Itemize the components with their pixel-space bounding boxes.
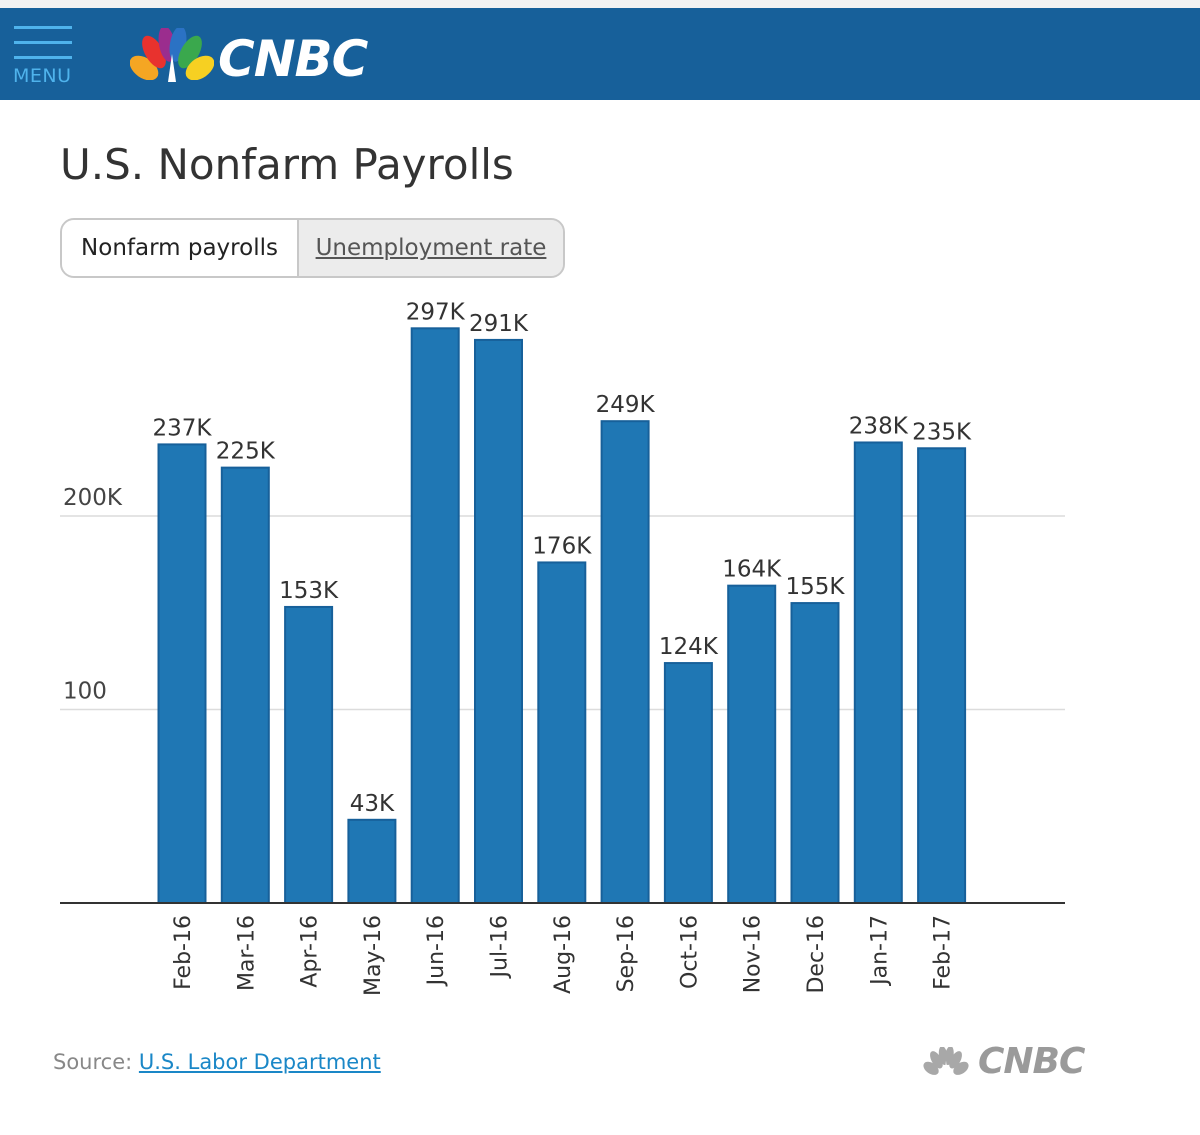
- source-credit: Source: U.S. Labor Department: [53, 1050, 381, 1074]
- peacock-icon: [130, 28, 214, 88]
- footer-peacock-icon: [923, 1047, 969, 1078]
- data-label: 225K: [216, 439, 276, 465]
- data-label: 176K: [532, 533, 592, 559]
- bar: [347, 818, 397, 904]
- data-label: 153K: [279, 578, 339, 604]
- footer-brand-wordmark: CNBC: [978, 1041, 1085, 1082]
- data-label: 291K: [469, 311, 529, 337]
- data-label: 249K: [596, 392, 656, 418]
- x-tick-label: Sep-16: [614, 915, 639, 992]
- hamburger-icon: [14, 26, 72, 29]
- source-prefix: Source:: [53, 1050, 133, 1074]
- brand-wordmark: CNBC: [218, 30, 368, 88]
- x-tick-label: Jun-16: [424, 915, 449, 987]
- x-tick-label: Nov-16: [741, 915, 766, 993]
- x-tick-label: Feb-17: [931, 915, 956, 990]
- hamburger-icon-line: [14, 56, 72, 59]
- bar: [600, 420, 650, 904]
- data-label: 124K: [659, 634, 719, 660]
- bar: [474, 338, 523, 905]
- bar: [410, 327, 460, 905]
- y-tick-label: 100: [63, 679, 107, 705]
- bar: [663, 662, 713, 904]
- data-label: 43K: [350, 791, 395, 817]
- x-tick-label: Jul-16: [488, 915, 513, 979]
- menu-label: MENU: [13, 65, 72, 87]
- x-tick-label: Oct-16: [677, 915, 702, 989]
- bar: [537, 561, 587, 904]
- data-label: 155K: [786, 574, 846, 600]
- bar: [157, 443, 207, 904]
- x-tick-label: Aug-16: [551, 915, 576, 994]
- bar: [853, 441, 903, 904]
- footer-cnbc-logo: CNBC: [920, 1041, 1130, 1082]
- y-tick-label: 200K: [63, 485, 123, 511]
- x-tick-label: Apr-16: [298, 915, 323, 988]
- bar: [220, 466, 270, 904]
- x-tick-label: Dec-16: [804, 915, 829, 994]
- bar: [284, 605, 334, 904]
- menu-button[interactable]: MENU: [12, 26, 74, 92]
- data-label: 238K: [849, 413, 909, 439]
- payrolls-bar-chart: 100 200K 237K Feb-16 225K Mar-16 153K Apr-16 43K…: [60, 299, 1065, 996]
- data-label: 235K: [912, 419, 972, 445]
- hamburger-icon-line: [14, 41, 72, 44]
- site-header: MENU CNBC: [0, 8, 1200, 100]
- bar: [917, 447, 967, 904]
- source-link[interactable]: U.S. Labor Department: [138, 1050, 381, 1074]
- top-strip: [0, 0, 1200, 8]
- x-tick-label: Jan-17: [867, 915, 892, 987]
- x-tick-label: Feb-16: [171, 915, 196, 990]
- x-tick-label: Mar-16: [234, 915, 259, 991]
- data-label: 237K: [153, 415, 213, 441]
- chart-toggle: Nonfarm payrolls Unemployment rate: [60, 218, 565, 278]
- tab-nonfarm-payrolls[interactable]: Nonfarm payrolls: [62, 220, 299, 276]
- tab-unemployment-rate[interactable]: Unemployment rate: [299, 220, 563, 276]
- cnbc-logo[interactable]: CNBC: [130, 28, 450, 92]
- bar: [727, 584, 777, 904]
- data-label: 164K: [722, 557, 782, 583]
- bar: [790, 602, 840, 904]
- page-title: U.S. Nonfarm Payrolls: [60, 140, 514, 189]
- data-label: 297K: [406, 299, 466, 325]
- x-tick-label: May-16: [361, 915, 386, 996]
